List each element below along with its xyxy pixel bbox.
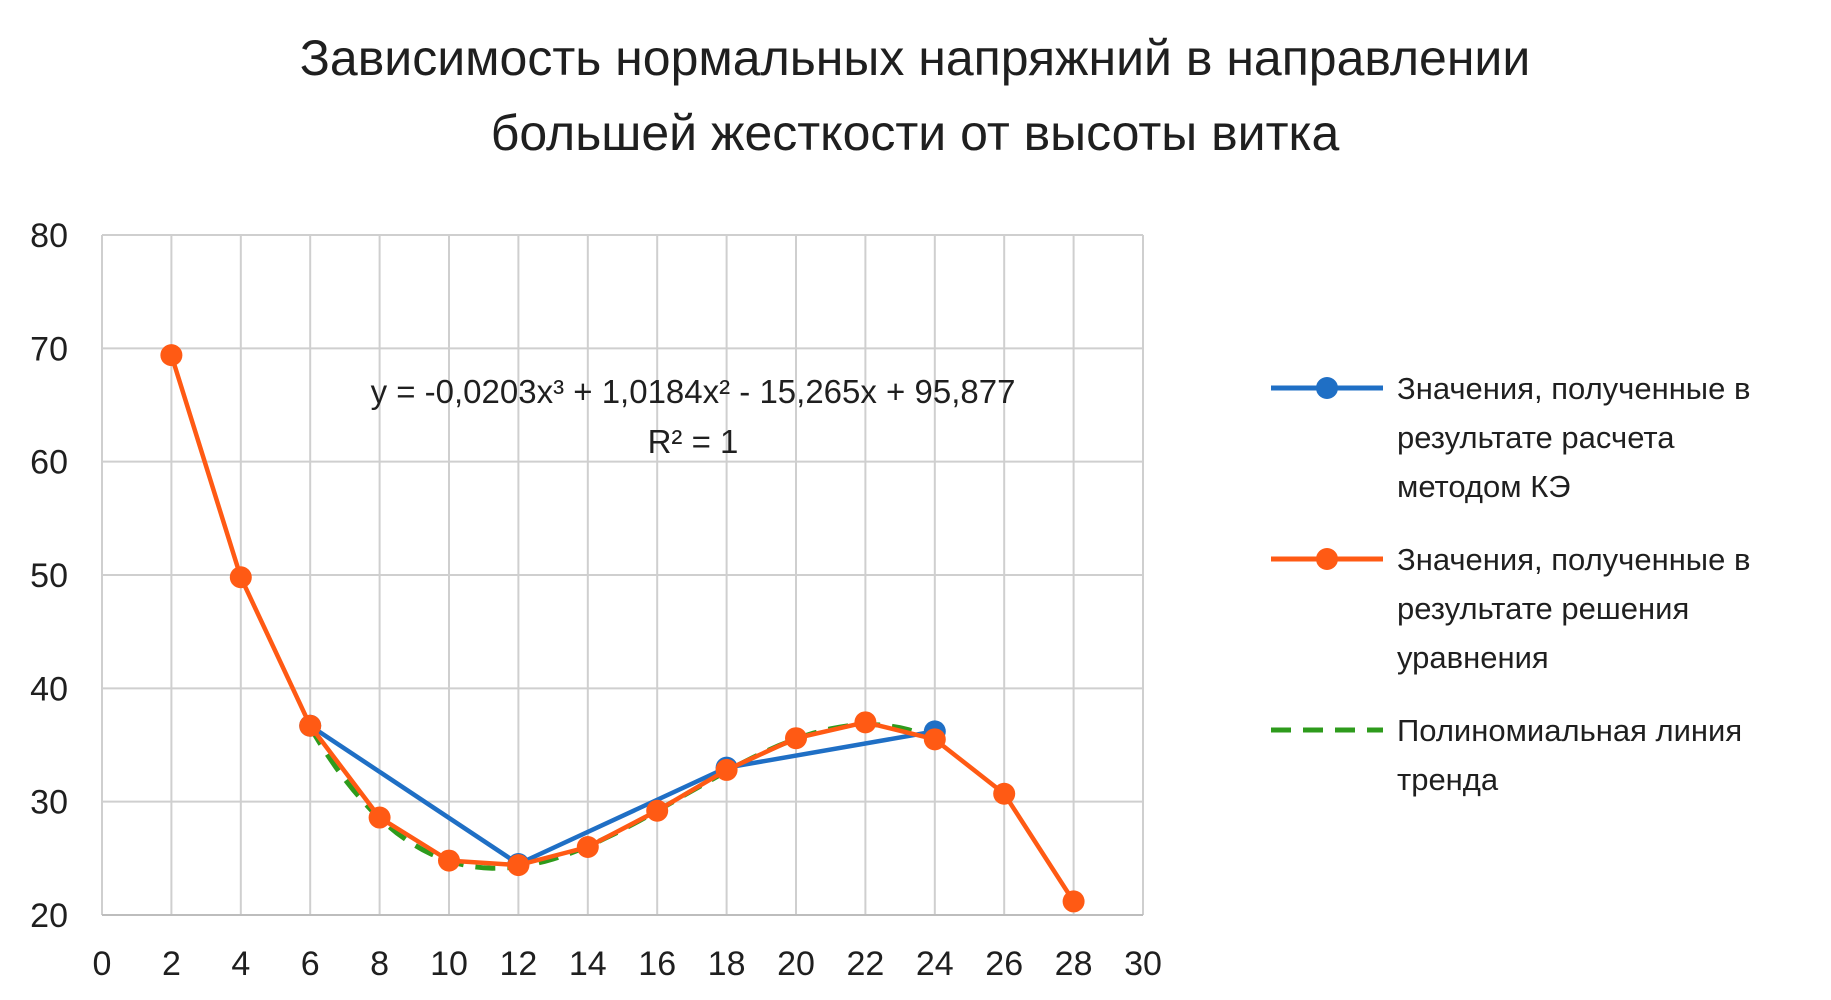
- x-tick-label: 0: [93, 945, 112, 983]
- data-point-equation-x16: [646, 799, 669, 822]
- data-point-equation-x12: [507, 854, 530, 877]
- x-tick-label: 12: [499, 945, 537, 983]
- y-tick-label: 80: [30, 217, 68, 255]
- legend-label-fem-3: методом КЭ: [1397, 469, 1571, 504]
- data-point-equation-x22: [854, 711, 877, 734]
- x-tick-label: 14: [569, 945, 607, 983]
- x-tick-label: 2: [162, 945, 181, 983]
- x-tick-label: 10: [430, 945, 468, 983]
- x-tick-label: 24: [916, 945, 954, 983]
- y-tick-label: 40: [30, 670, 68, 708]
- chart-title-line-2: большей жесткости от высоты витка: [491, 105, 1340, 161]
- x-tick-label: 30: [1124, 945, 1162, 983]
- legend-label-trendline-2: тренда: [1397, 762, 1499, 797]
- legend-item-trendline: Полиномиальная линия тренда: [1271, 713, 1742, 797]
- data-point-equation-x28: [1062, 890, 1085, 913]
- series-group: [160, 344, 1085, 913]
- series-line-equation: [169, 354, 1076, 903]
- legend-swatch-equation-marker: [1316, 548, 1338, 570]
- x-tick-label: 22: [846, 945, 884, 983]
- x-tick-label: 18: [708, 945, 746, 983]
- data-point-equation-x20: [785, 727, 807, 750]
- x-tick-label: 26: [985, 945, 1023, 983]
- y-tick-label: 70: [30, 330, 68, 368]
- data-point-equation-x2: [160, 344, 183, 367]
- legend-label-equation-2: результате решения: [1397, 591, 1689, 626]
- data-point-equation-x4: [229, 566, 252, 589]
- legend-label-fem-1: Значения, полученные в: [1397, 371, 1750, 406]
- y-tick-label: 30: [30, 784, 68, 822]
- series-line-fem: [308, 723, 936, 867]
- x-tick-label: 8: [370, 945, 389, 983]
- legend-label-equation-3: уравнения: [1397, 640, 1549, 675]
- data-point-equation-x6: [299, 714, 322, 737]
- data-point-equation-x24: [923, 728, 946, 751]
- legend-swatch-fem-marker: [1316, 377, 1338, 399]
- x-tick-label: 28: [1055, 945, 1093, 983]
- y-tick-label: 20: [30, 897, 68, 935]
- x-tick-label: 20: [777, 945, 815, 983]
- trendline-r-squared: R² = 1: [648, 423, 739, 460]
- chart-title-line-1: Зависимость нормальных напряжний в напра…: [300, 30, 1531, 86]
- legend-label-fem-2: результате расчета: [1397, 420, 1675, 455]
- x-tick-label: 16: [638, 945, 676, 983]
- legend-item-fem: Значения, полученные в результате расчет…: [1271, 371, 1750, 504]
- x-tick-label: 4: [231, 945, 250, 983]
- x-tick-label: 6: [301, 945, 320, 983]
- legend-item-equation: Значения, полученные в результате решени…: [1271, 542, 1750, 675]
- legend: Значения, полученные в результате расчет…: [1271, 371, 1750, 797]
- data-point-equation-x8: [368, 806, 391, 829]
- data-point-equation-x26: [993, 782, 1016, 805]
- legend-label-equation-1: Значения, полученные в: [1397, 542, 1750, 577]
- data-point-equation-x14: [576, 836, 599, 858]
- data-point-equation-x10: [438, 849, 460, 872]
- y-tick-label: 50: [30, 557, 68, 595]
- legend-label-trendline-1: Полиномиальная линия: [1397, 713, 1742, 748]
- data-point-equation-x18: [715, 758, 738, 781]
- grid: [101, 234, 1144, 916]
- y-tick-label: 60: [30, 444, 68, 482]
- axis-ticks: 0 2 4 6 8 10 12 14 16 18 20 22 24 26 28 302030405060708…: [30, 217, 1162, 983]
- trendline-equation: y = -0,0203x³ + 1,0184x² - 15,265x + 95,…: [371, 373, 1016, 410]
